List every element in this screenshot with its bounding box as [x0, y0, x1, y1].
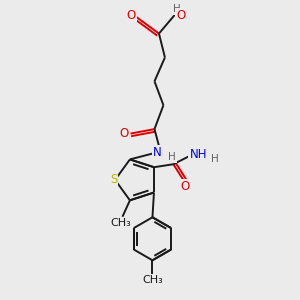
- Text: O: O: [127, 9, 136, 22]
- Text: H: H: [211, 154, 219, 164]
- Text: N: N: [153, 146, 162, 159]
- Text: H: H: [168, 152, 176, 162]
- Text: CH₃: CH₃: [111, 218, 131, 228]
- Text: S: S: [110, 173, 117, 186]
- Text: H: H: [173, 4, 181, 14]
- Text: O: O: [176, 9, 185, 22]
- Text: NH: NH: [189, 148, 207, 161]
- Text: CH₃: CH₃: [142, 275, 163, 285]
- Text: O: O: [181, 179, 190, 193]
- Text: O: O: [119, 127, 129, 140]
